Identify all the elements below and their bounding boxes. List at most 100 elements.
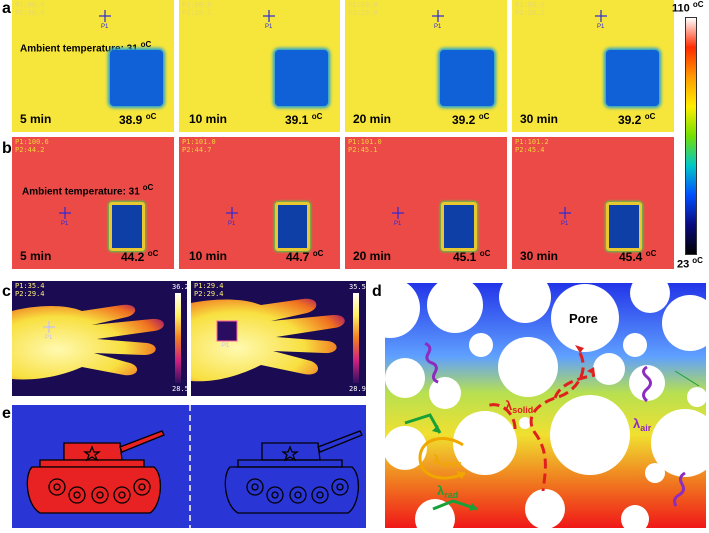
svg-text:P1: P1 xyxy=(45,335,53,339)
scale-max-label: 110 oC xyxy=(672,0,704,15)
readout: P1:00.0 P2:29.2 xyxy=(515,1,545,17)
p1-marker-icon: P1 xyxy=(431,10,445,28)
color-scale-bar xyxy=(685,17,697,255)
thermal-frame-b2: P1:101.0 P2:44.7 P1 10 min 44.7 oC xyxy=(179,137,340,269)
panel-label-c: c xyxy=(2,283,11,300)
arrowhead-icon xyxy=(456,471,465,479)
svg-text:P1: P1 xyxy=(597,24,605,28)
sample-block xyxy=(275,202,310,251)
lambda-rad-label: λrad xyxy=(437,483,458,500)
ambient-temperature-label: Ambient temperature: 31 oC xyxy=(22,183,154,198)
sample-block xyxy=(606,50,659,106)
temperature-label: 39.2 oC xyxy=(618,112,656,127)
hand-shape-icon xyxy=(191,298,345,382)
lambda-conv-label: λconv xyxy=(433,452,461,469)
ambient-temperature-label: Ambient temperature: 31 oC xyxy=(20,40,152,55)
readout: P1:100.6 P2:44.2 xyxy=(15,138,49,154)
svg-text:P1: P1 xyxy=(222,343,230,347)
mini-color-bar xyxy=(175,293,181,383)
heat-transfer-diagram: Pore λsolid λair λconv λrad xyxy=(360,271,709,533)
scale-bottom: 28.9 xyxy=(349,385,366,393)
temperature-label: 45.4 oC xyxy=(619,249,657,264)
scale-bottom: 28.5 xyxy=(172,385,187,393)
radiation-arrow-icon xyxy=(432,499,478,511)
solid-conduction-branch xyxy=(553,373,596,399)
sample-block xyxy=(440,50,494,106)
arrowhead-icon xyxy=(587,367,595,375)
pore-label: Pore xyxy=(569,311,598,326)
scale-top: 35.5 xyxy=(349,283,366,291)
scale-min-label: 23 oC xyxy=(677,256,703,271)
arrowhead-icon xyxy=(575,345,584,353)
hand-thermal-right: P1:29.4 P2:29.4 P1 35.5 28.9 xyxy=(191,281,366,396)
p1-marker-icon: P1 xyxy=(42,321,56,339)
lambda-solid-label: λsolid xyxy=(505,398,533,415)
readout: P1:101.0 P2:45.1 xyxy=(348,138,382,154)
panel-label-a: a xyxy=(2,0,11,17)
p1-marker-icon: P1 xyxy=(225,207,239,225)
time-label: 20 min xyxy=(353,112,392,126)
temperature-label: 39.1 oC xyxy=(285,112,323,127)
radiation-wave-icon xyxy=(424,342,439,384)
thermal-frame-b3: P1:101.0 P2:45.1 P1 20 min 45.1 oC xyxy=(345,137,507,269)
time-label: 30 min xyxy=(520,249,559,263)
sample-block xyxy=(606,202,642,251)
hand-shape-icon xyxy=(12,304,164,380)
readout: P1:101.0 P2:44.7 xyxy=(182,138,216,154)
p1-marker-icon: P1 xyxy=(391,207,405,225)
mini-color-bar xyxy=(353,293,359,383)
air-wave-icon xyxy=(673,471,686,507)
p1-marker-icon: P1 xyxy=(594,10,608,28)
readout: P1:101.2 P2:45.4 xyxy=(515,138,549,154)
panel-label-d: d xyxy=(372,283,382,300)
thermal-frame-a1: P1:00.0 P2:30.0 P1 Ambient temperature: … xyxy=(12,0,174,132)
readout: P1:00.0 P2:29.0 xyxy=(348,1,378,17)
svg-text:P1: P1 xyxy=(434,24,442,28)
time-label: 10 min xyxy=(189,112,228,126)
pores xyxy=(360,271,709,533)
lambda-air-label: λair xyxy=(633,416,652,433)
p1-marker-icon: P1 xyxy=(558,207,572,225)
readout: P1:29.4 P2:29.4 xyxy=(194,282,224,298)
p1-marker-icon: P1 xyxy=(98,10,112,28)
temperature-label: 45.1 oC xyxy=(453,249,491,264)
sample-block xyxy=(275,50,328,106)
panel-label-b: b xyxy=(2,140,12,157)
thermal-frame-a3: P1:00.0 P2:29.0 P1 20 min 39.2 oC xyxy=(345,0,507,132)
svg-text:P1: P1 xyxy=(265,24,273,28)
temperature-label: 39.2 oC xyxy=(452,112,490,127)
readout: P1:35.4 P2:29.4 xyxy=(15,282,45,298)
temperature-label: 44.2 oC xyxy=(121,249,159,264)
svg-text:P1: P1 xyxy=(61,221,69,225)
thin-arrow-icon xyxy=(674,370,700,387)
temperature-label: 38.9 oC xyxy=(119,112,157,127)
scale-top: 36.2 xyxy=(172,283,187,291)
air-wave-icon xyxy=(642,365,652,403)
panel-label-e: e xyxy=(2,405,11,422)
p1-marker-icon: P1 xyxy=(219,329,233,347)
thermal-frame-a4: P1:00.0 P2:29.2 P1 30 min 39.2 oC xyxy=(512,0,674,132)
convection-loop-icon xyxy=(418,437,466,480)
svg-text:P1: P1 xyxy=(561,221,569,225)
sample-block xyxy=(110,50,163,106)
p1-marker-icon: P1 xyxy=(262,10,276,28)
thermal-frame-a2: P1:00.0 P2:29.1 P1 10 min 39.1 oC xyxy=(179,0,340,132)
svg-text:P1: P1 xyxy=(228,221,236,225)
time-label: 5 min xyxy=(20,249,52,263)
svg-text:P1: P1 xyxy=(101,24,109,28)
solid-conduction-branch xyxy=(484,403,517,430)
time-label: 10 min xyxy=(189,249,228,263)
time-label: 30 min xyxy=(520,112,559,126)
sample-block xyxy=(441,202,477,251)
tank-panel xyxy=(12,405,366,528)
thermal-frame-b1: P1:100.6 P2:44.2 Ambient temperature: 31… xyxy=(12,137,174,269)
solid-conduction-path xyxy=(529,352,585,492)
p1-marker-icon: P1 xyxy=(58,207,72,225)
hand-thermal-left: P1:35.4 P2:29.4 P1 36.2 28.5 xyxy=(12,281,187,396)
tank-red-icon xyxy=(26,430,165,514)
sample-block xyxy=(109,202,145,251)
temperature-label: 44.7 oC xyxy=(286,249,324,264)
readout: P1:00.0 P2:30.0 xyxy=(15,1,45,17)
svg-text:P1: P1 xyxy=(394,221,402,225)
thermal-frame-b4: P1:101.2 P2:45.4 P1 30 min 45.4 oC xyxy=(512,137,674,269)
